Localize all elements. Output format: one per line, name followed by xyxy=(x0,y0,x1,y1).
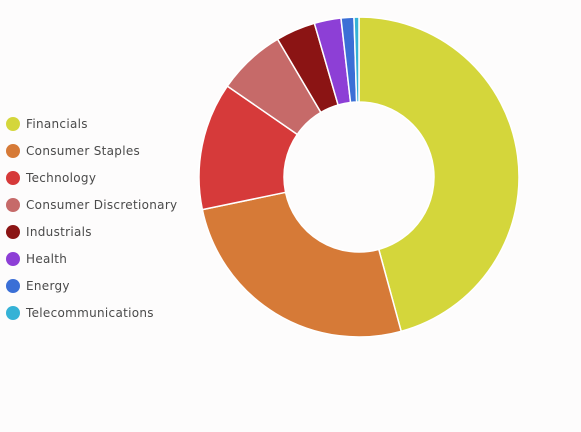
legend-item-industrials[interactable]: Industrials xyxy=(6,218,177,245)
legend-swatch xyxy=(6,116,20,131)
slice-financials[interactable] xyxy=(358,16,520,333)
legend-swatch xyxy=(6,170,20,185)
legend-item-health[interactable]: Health xyxy=(6,245,177,272)
slice-consumer-staples[interactable] xyxy=(201,191,403,338)
legend-swatch xyxy=(6,278,20,293)
legend-label: Financials xyxy=(26,116,88,131)
legend-item-technology[interactable]: Technology xyxy=(6,164,177,191)
legend-label: Industrials xyxy=(26,224,92,239)
legend-label: Consumer Discretionary xyxy=(26,197,178,212)
legend-item-consumer-staples[interactable]: Consumer Staples xyxy=(6,137,177,164)
legend-swatch xyxy=(6,197,20,212)
legend-swatch xyxy=(6,143,20,158)
chart-legend: Financials Consumer Staples Technology C… xyxy=(6,110,177,326)
legend-item-consumer-discretionary[interactable]: Consumer Discretionary xyxy=(6,191,177,218)
legend-item-financials[interactable]: Financials xyxy=(6,110,177,137)
legend-label: Telecommunications xyxy=(26,305,154,320)
legend-swatch xyxy=(6,305,20,320)
legend-swatch xyxy=(6,224,20,239)
legend-label: Technology xyxy=(26,170,97,185)
legend-label: Health xyxy=(26,251,68,266)
legend-label: Consumer Staples xyxy=(26,143,141,158)
legend-swatch xyxy=(6,251,20,266)
legend-item-energy[interactable]: Energy xyxy=(6,272,177,299)
legend-item-telecommunications[interactable]: Telecommunications xyxy=(6,299,177,326)
slice-telecommunications[interactable] xyxy=(353,16,360,103)
legend-label: Energy xyxy=(26,278,70,293)
